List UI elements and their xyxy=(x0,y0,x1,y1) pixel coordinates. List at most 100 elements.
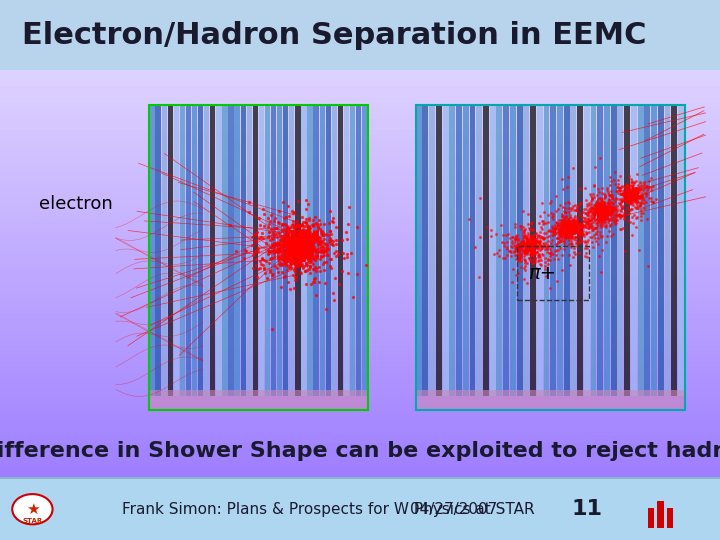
Point xyxy=(304,253,315,262)
Point xyxy=(566,240,577,248)
Point xyxy=(297,242,309,251)
Point xyxy=(605,232,616,241)
Point xyxy=(524,241,536,250)
Point xyxy=(281,247,292,255)
Point xyxy=(562,224,574,233)
Point xyxy=(294,241,306,250)
Point xyxy=(565,224,577,233)
Point xyxy=(287,246,299,254)
Point xyxy=(631,194,643,202)
Point xyxy=(562,224,574,233)
Point xyxy=(287,235,299,244)
Point xyxy=(525,239,536,248)
Point xyxy=(291,241,302,249)
Point xyxy=(556,227,567,235)
Point xyxy=(616,212,627,220)
Point xyxy=(308,235,320,244)
Point xyxy=(347,293,359,301)
Point xyxy=(311,230,323,238)
Point xyxy=(608,218,620,226)
Point xyxy=(291,252,302,261)
Point xyxy=(562,224,573,233)
Point xyxy=(626,190,638,198)
Point xyxy=(297,229,309,238)
Point xyxy=(559,227,571,235)
Point xyxy=(515,243,526,252)
Point xyxy=(302,251,313,260)
Point xyxy=(615,190,626,198)
Point xyxy=(517,242,528,251)
Point xyxy=(288,242,300,251)
Point xyxy=(302,240,313,249)
Point xyxy=(294,245,305,253)
Point xyxy=(623,210,634,218)
Point xyxy=(595,207,607,215)
Point xyxy=(303,232,315,241)
Point xyxy=(526,240,538,248)
Point xyxy=(629,197,640,205)
Point xyxy=(595,214,607,222)
Point xyxy=(314,233,325,242)
Point xyxy=(289,239,300,247)
Point xyxy=(523,239,534,248)
Point xyxy=(299,238,310,246)
Point xyxy=(593,207,605,215)
Point xyxy=(601,210,613,219)
Point xyxy=(521,247,533,256)
Point xyxy=(297,242,309,251)
Point xyxy=(307,221,319,230)
Point xyxy=(293,241,305,250)
Point xyxy=(598,206,610,215)
Point xyxy=(292,246,304,254)
Point xyxy=(308,234,320,243)
Point xyxy=(601,212,613,221)
Point xyxy=(289,226,301,234)
Point xyxy=(554,228,565,237)
Point xyxy=(616,204,628,213)
Point xyxy=(300,242,311,251)
Point xyxy=(563,221,575,230)
Point xyxy=(286,247,297,255)
Point xyxy=(287,247,298,256)
Point xyxy=(600,184,612,193)
Point xyxy=(257,234,269,242)
Bar xyxy=(0,383,720,389)
Point xyxy=(626,189,638,198)
Bar xyxy=(0,140,720,146)
Point xyxy=(613,211,625,220)
Point xyxy=(295,246,307,254)
Point xyxy=(602,204,613,212)
Point xyxy=(296,240,307,249)
Point xyxy=(618,208,630,217)
Point xyxy=(557,228,569,237)
Point xyxy=(492,248,503,257)
Point xyxy=(591,197,603,206)
Point xyxy=(288,233,300,242)
Point xyxy=(567,252,579,261)
Point xyxy=(292,254,304,263)
Point xyxy=(594,207,606,215)
Point xyxy=(292,241,303,250)
Point xyxy=(597,207,608,215)
Point xyxy=(302,252,314,260)
Point xyxy=(285,246,297,254)
Point xyxy=(631,190,642,198)
Point xyxy=(292,242,304,251)
Point xyxy=(469,243,481,252)
Point xyxy=(293,239,305,248)
Point xyxy=(523,210,534,219)
Point xyxy=(564,224,575,233)
Point xyxy=(293,240,305,249)
Point xyxy=(596,207,608,216)
Point xyxy=(292,242,303,251)
Point xyxy=(635,209,647,218)
Point xyxy=(293,246,305,254)
Point xyxy=(564,224,575,232)
Point xyxy=(599,203,611,212)
Point xyxy=(302,242,313,251)
Point xyxy=(565,229,577,238)
Point xyxy=(288,244,300,253)
Bar xyxy=(667,508,673,528)
Point xyxy=(292,241,304,250)
Point xyxy=(534,237,546,246)
